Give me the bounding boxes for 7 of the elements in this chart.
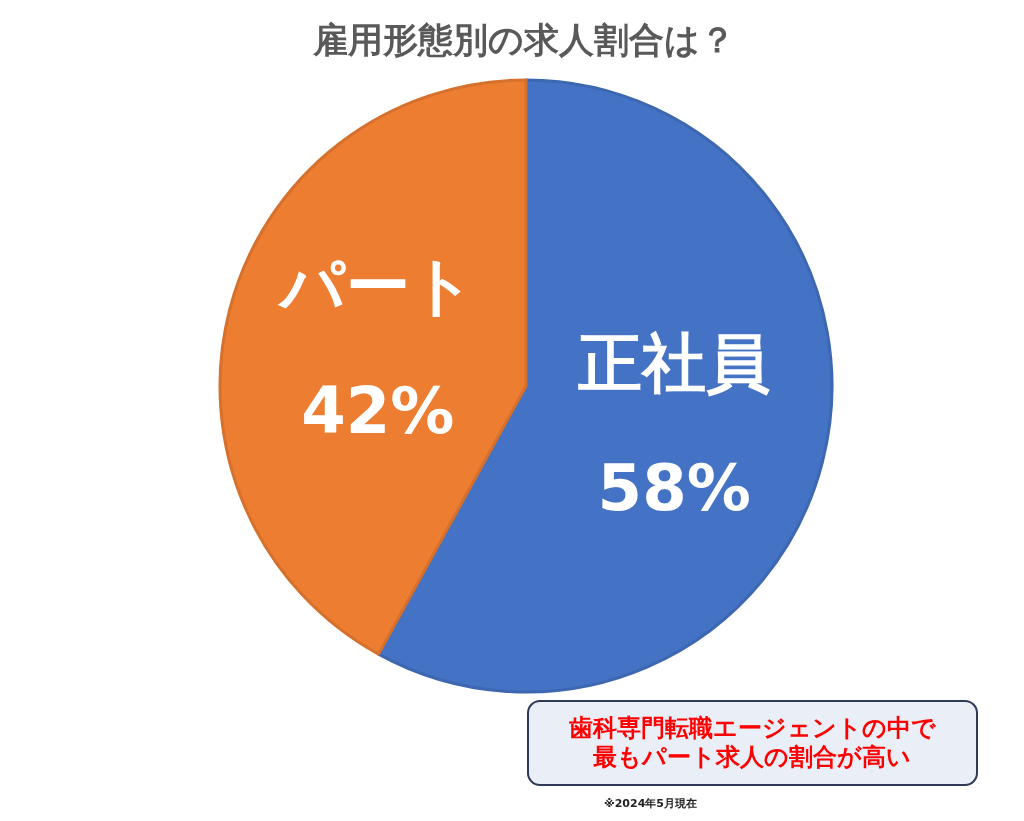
chart-title: 雇用形態別の求人割合は？	[312, 20, 735, 60]
slice-label: パート	[276, 249, 476, 324]
text: 歯科専門転職エージェントの中で最もパート求人の割合が高い	[568, 713, 937, 773]
slice-label: 正社員	[577, 325, 771, 400]
data-label: 58%	[597, 450, 751, 525]
text: ※2024年5月現在	[604, 797, 697, 810]
data-label: 42%	[301, 374, 455, 449]
